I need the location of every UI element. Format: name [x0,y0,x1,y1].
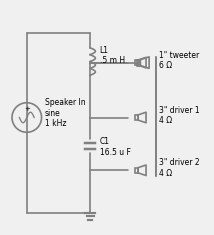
Text: C1
16.5 u F: C1 16.5 u F [100,137,131,157]
Text: L1
.5 m H: L1 .5 m H [100,46,125,65]
Text: +: + [24,106,30,112]
Text: 1" tweeter
6 Ω: 1" tweeter 6 Ω [159,51,199,70]
Text: Speaker In
sine
1 kHz: Speaker In sine 1 kHz [45,98,85,128]
Bar [135,60,138,65]
Text: 3" driver 2
4 Ω: 3" driver 2 4 Ω [159,158,199,178]
Bar [137,60,140,66]
Text: 3" driver 1
4 Ω: 3" driver 1 4 Ω [159,106,199,125]
Bar [135,168,138,173]
Bar [135,115,138,120]
